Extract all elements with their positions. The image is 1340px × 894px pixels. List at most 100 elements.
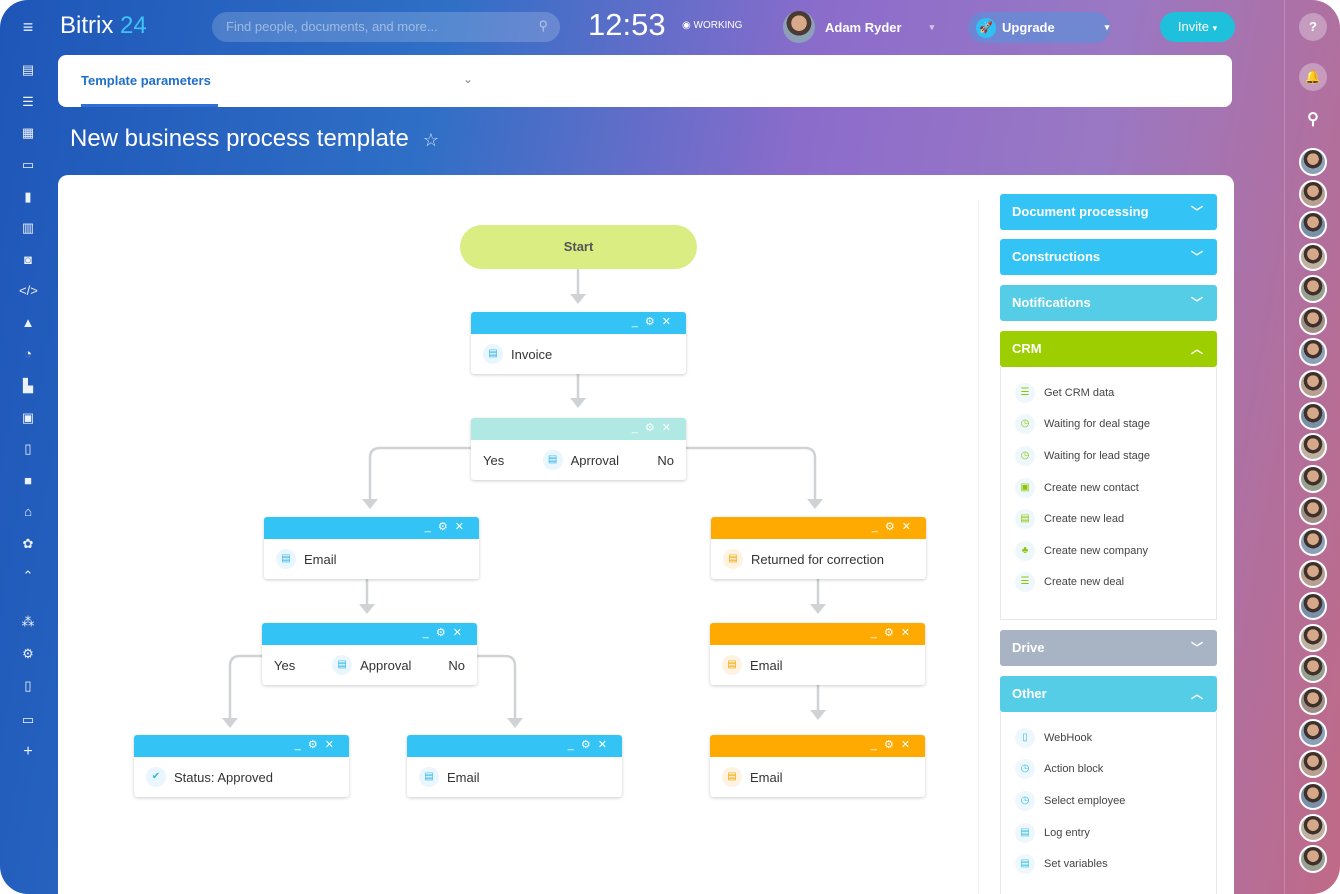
activity-item[interactable]: ▤ Create new lead [1001,503,1216,535]
clock-icon[interactable]: ◔ [24,346,32,361]
avatar[interactable] [1299,179,1327,208]
group-header[interactable]: CRM ︿ [1000,331,1217,367]
minimize-icon[interactable]: _ [870,627,884,639]
filter-icon[interactable]: ☰ [22,94,34,109]
activity-item[interactable]: ▯ WebHook [1001,722,1216,754]
activity-item[interactable]: ▣ Create new contact [1001,472,1216,504]
avatar[interactable] [1299,845,1327,874]
minimize-icon[interactable]: _ [871,521,885,533]
image-icon[interactable]: ▣ [21,410,35,425]
close-icon[interactable]: ✕ [661,422,678,434]
help-icon[interactable]: ? [1299,13,1327,41]
avatar[interactable] [1299,718,1327,747]
home-icon[interactable]: ⌂ [24,504,32,519]
activity-item[interactable]: ◷ Action block [1001,754,1216,786]
work-status[interactable]: ◉ WORKING [682,20,742,31]
tab-template-parameters[interactable]: Template parameters [81,55,218,107]
group-header[interactable]: Other ︿ [1000,676,1217,712]
minimize-icon[interactable]: _ [870,739,884,751]
robot-icon[interactable]: ◙ [24,252,32,267]
avatar[interactable] [1299,465,1327,493]
user-menu[interactable]: Adam Ryder ▾ [783,11,934,43]
activity-item[interactable]: ◷ Waiting for deal stage [1001,409,1216,441]
search-input[interactable]: Find people, documents, and more... ⚲ [212,12,560,42]
invite-button[interactable]: Invite ▾ [1160,12,1235,42]
minimize-icon[interactable]: _ [567,739,581,751]
avatar[interactable] [1299,401,1327,430]
activity-item[interactable]: ◷ Waiting for lead stage [1001,440,1216,472]
avatar[interactable] [1299,211,1327,240]
avatar[interactable] [1299,433,1327,462]
video-icon[interactable]: ■ [24,473,32,488]
activity-item[interactable]: ♣ Create new company [1001,535,1216,567]
avatar[interactable] [1299,274,1327,303]
avatar[interactable] [1299,655,1327,684]
settings-icon[interactable]: ⚙ [22,646,34,661]
process-node[interactable]: _⚙✕ ▤ Email [710,735,925,797]
process-node[interactable]: _⚙✕ ▤ Email [710,623,925,685]
grid-icon[interactable]: ▦ [21,125,35,140]
avatar[interactable] [1299,782,1327,810]
activity-item[interactable]: ▤ Set variables [1001,848,1216,880]
apps-icon[interactable]: ✿ [22,536,34,551]
minimize-icon[interactable]: _ [631,422,645,434]
gear-icon[interactable]: ⚙ [580,739,598,751]
avatar[interactable] [1299,243,1327,272]
group-header[interactable]: Notifications ﹀ [1000,285,1217,321]
feed-icon[interactable]: ▤ [21,62,35,77]
gear-icon[interactable]: ⚙ [307,739,325,751]
avatar[interactable] [1299,591,1327,620]
logo[interactable]: Bitrix 24 [60,12,147,40]
minimize-icon[interactable]: _ [424,521,438,533]
process-node[interactable]: _⚙✕ ▤ Invoice [471,312,686,374]
avatar[interactable] [1299,623,1327,652]
process-node[interactable]: _⚙✕ ▤ Returned for correction [711,517,926,579]
close-icon[interactable]: ✕ [452,627,469,639]
avatar[interactable] [1299,750,1327,779]
process-node[interactable]: _⚙✕ Yes ▤ Approval No [262,623,477,685]
gear-icon[interactable]: ⚙ [435,627,453,639]
activity-item[interactable]: ☰ Get CRM data [1001,377,1216,409]
close-icon[interactable]: ✕ [454,521,471,533]
shop-icon[interactable]: ▲ [21,315,35,330]
close-icon[interactable]: ✕ [597,739,614,751]
collapse-icon[interactable]: ⌃ [22,568,34,583]
book-icon[interactable]: ▥ [21,220,35,235]
close-icon[interactable]: ✕ [900,739,917,751]
process-node[interactable]: _⚙✕ ▤ Email [407,735,622,797]
minimize-icon[interactable]: _ [631,316,645,328]
desktop-icon[interactable]: ▭ [21,712,35,727]
star-icon[interactable]: ☆ [422,130,439,150]
bell-icon[interactable]: 🔔 [1299,63,1327,91]
activity-item[interactable]: ☰ Create new deal [1001,567,1216,599]
close-icon[interactable]: ✕ [661,316,678,328]
document-icon[interactable]: ▯ [24,441,32,456]
avatar[interactable] [1299,686,1327,715]
chart-icon[interactable]: ▮ [24,189,32,204]
window-icon[interactable]: ▭ [21,157,35,172]
company-icon[interactable]: ▙ [23,378,33,393]
avatar[interactable] [1299,528,1327,557]
search-icon[interactable]: ⚲ [1307,111,1319,128]
avatar[interactable] [1299,338,1327,367]
process-node[interactable]: _⚙✕ ▤ Email [264,517,479,579]
avatar[interactable] [1299,496,1327,525]
group-header[interactable]: Document processing ﹀ [1000,194,1217,230]
close-icon[interactable]: ✕ [901,521,918,533]
mobile-icon[interactable]: ▯ [24,678,32,693]
group-header[interactable]: Constructions ﹀ [1000,239,1217,275]
menu-icon[interactable]: ≡ [22,17,34,37]
gear-icon[interactable]: ⚙ [644,422,662,434]
minimize-icon[interactable]: _ [294,739,308,751]
network-icon[interactable]: ⁂ [21,614,35,629]
process-node[interactable]: _⚙✕ ✔ Status: Approved [134,735,349,797]
gear-icon[interactable]: ⚙ [883,739,901,751]
process-node[interactable]: _⚙✕ Yes ▤ Aprroval No [471,418,686,480]
gear-icon[interactable]: ⚙ [437,521,455,533]
code-icon[interactable]: </> [19,283,38,298]
avatar[interactable] [1299,306,1327,335]
avatar[interactable] [1299,148,1327,176]
gear-icon[interactable]: ⚙ [644,316,662,328]
gear-icon[interactable]: ⚙ [884,521,902,533]
activity-item[interactable]: ▤ Log entry [1001,817,1216,849]
